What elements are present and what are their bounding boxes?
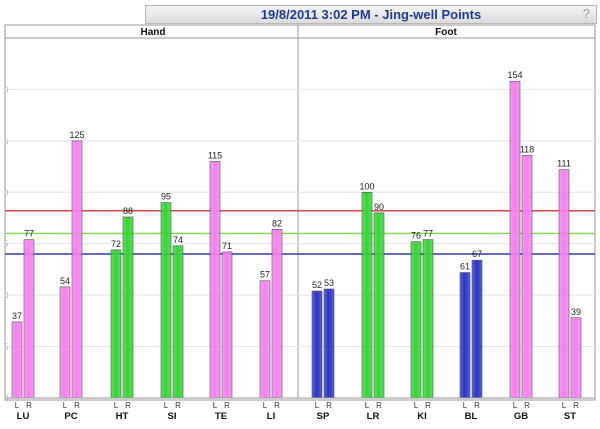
bar-lu-r — [23, 239, 35, 399]
meridian-label-li: LI — [267, 411, 275, 422]
meridian-label-si: SI — [168, 411, 177, 422]
y-tick-label: 5 — [4, 240, 9, 249]
bar-si-l — [160, 202, 172, 399]
bar-st-r — [570, 317, 582, 399]
value-label-sp-r: 53 — [324, 278, 334, 288]
bar-ht-l — [110, 249, 122, 399]
y-tick-label: 0 — [4, 85, 9, 94]
bar-pc-r — [71, 140, 83, 399]
value-label-ht-r: 88 — [123, 206, 133, 216]
value-label-st-l: 111 — [557, 159, 571, 169]
value-label-si-l: 95 — [161, 192, 171, 202]
side-label-ht-r: R — [125, 401, 131, 410]
value-label-ki-l: 76 — [411, 231, 421, 241]
side-label-sp-r: R — [326, 401, 332, 410]
value-label-pc-l: 54 — [60, 276, 70, 286]
group-header-foot: Foot — [435, 27, 457, 38]
meridian-label-lu: LU — [17, 411, 30, 422]
side-label-si-r: R — [175, 401, 181, 410]
help-icon[interactable]: ? — [582, 6, 590, 21]
side-label-lu-l: L — [15, 401, 20, 410]
bar-li-l — [259, 280, 271, 399]
value-label-ht-l: 72 — [111, 239, 121, 249]
meridian-label-pc: PC — [64, 411, 77, 422]
bar-li-r — [271, 229, 283, 399]
value-label-pc-r: 125 — [69, 130, 84, 140]
bar-sp-l — [311, 290, 323, 399]
value-label-sp-l: 52 — [312, 280, 322, 290]
value-label-lr-r: 90 — [374, 202, 384, 212]
bar-ki-l — [410, 241, 422, 399]
side-label-ki-l: L — [414, 401, 419, 410]
value-label-gb-r: 118 — [520, 144, 534, 154]
chart-frame — [4, 24, 596, 401]
bar-lr-r — [373, 212, 385, 399]
group-header-hand: Hand — [141, 27, 166, 38]
meridian-label-te: TE — [215, 411, 227, 422]
y-tick-label: 0 — [4, 291, 9, 300]
bar-st-l — [558, 169, 570, 399]
bar-sp-r — [323, 288, 335, 399]
bar-ki-r — [422, 239, 434, 399]
side-label-pc-r: R — [74, 401, 80, 410]
bar-te-r — [221, 251, 233, 399]
value-label-gb-l: 154 — [507, 70, 522, 80]
meridian-label-gb: GB — [514, 411, 528, 422]
value-label-lu-l: 37 — [12, 311, 22, 321]
side-label-gb-r: R — [524, 401, 530, 410]
window-title: 19/8/2011 3:02 PM - Jing-well Points — [260, 7, 482, 22]
side-label-bl-l: L — [463, 401, 468, 410]
bar-pc-l — [59, 286, 71, 399]
value-label-st-r: 39 — [571, 307, 581, 317]
bar-gb-r — [521, 154, 533, 399]
bar-lu-l — [11, 321, 23, 399]
side-label-te-l: L — [213, 401, 218, 410]
y-tick-label: 0 — [4, 188, 9, 197]
meridian-label-sp: SP — [317, 411, 330, 422]
meridian-label-bl: BL — [465, 411, 478, 422]
side-label-li-l: L — [263, 401, 268, 410]
value-label-li-r: 82 — [272, 218, 282, 228]
side-label-te-r: R — [224, 401, 230, 410]
bar-gb-l — [509, 80, 521, 399]
bar-si-r — [172, 245, 184, 399]
value-label-lr-l: 100 — [359, 181, 374, 191]
bar-bl-l — [459, 272, 471, 399]
side-label-lu-r: R — [26, 401, 32, 410]
side-label-lr-l: L — [365, 401, 370, 410]
value-label-ki-r: 77 — [423, 229, 433, 239]
side-label-li-r: R — [274, 401, 280, 410]
bar-bl-r — [471, 259, 483, 399]
side-label-bl-r: R — [474, 401, 480, 410]
side-label-ht-l: L — [114, 401, 119, 410]
meridian-label-ki: KI — [417, 411, 427, 422]
value-label-lu-r: 77 — [24, 229, 34, 239]
meridian-label-ht: HT — [116, 411, 129, 422]
value-label-te-l: 115 — [208, 150, 222, 160]
side-label-pc-l: L — [63, 401, 68, 410]
value-label-bl-l: 61 — [460, 262, 470, 272]
value-label-te-r: 71 — [222, 241, 232, 251]
side-label-st-r: R — [573, 401, 579, 410]
meridian-label-lr: LR — [367, 411, 380, 422]
y-tick-label: 5 — [4, 343, 9, 352]
meridian-label-st: ST — [564, 411, 576, 422]
bar-ht-r — [122, 216, 134, 399]
y-tick-label: 5 — [4, 137, 9, 146]
title-bar: 19/8/2011 3:02 PM - Jing-well Points ? — [145, 5, 597, 24]
side-label-si-l: L — [164, 401, 169, 410]
bar-te-l — [209, 161, 221, 399]
side-label-sp-l: L — [315, 401, 320, 410]
value-label-bl-r: 67 — [472, 249, 482, 259]
side-label-gb-l: L — [513, 401, 518, 410]
side-label-st-l: L — [562, 401, 567, 410]
value-label-li-l: 57 — [260, 270, 270, 280]
bar-lr-l — [361, 191, 373, 399]
side-label-ki-r: R — [425, 401, 431, 410]
value-label-si-r: 74 — [173, 235, 183, 245]
side-label-lr-r: R — [376, 401, 382, 410]
